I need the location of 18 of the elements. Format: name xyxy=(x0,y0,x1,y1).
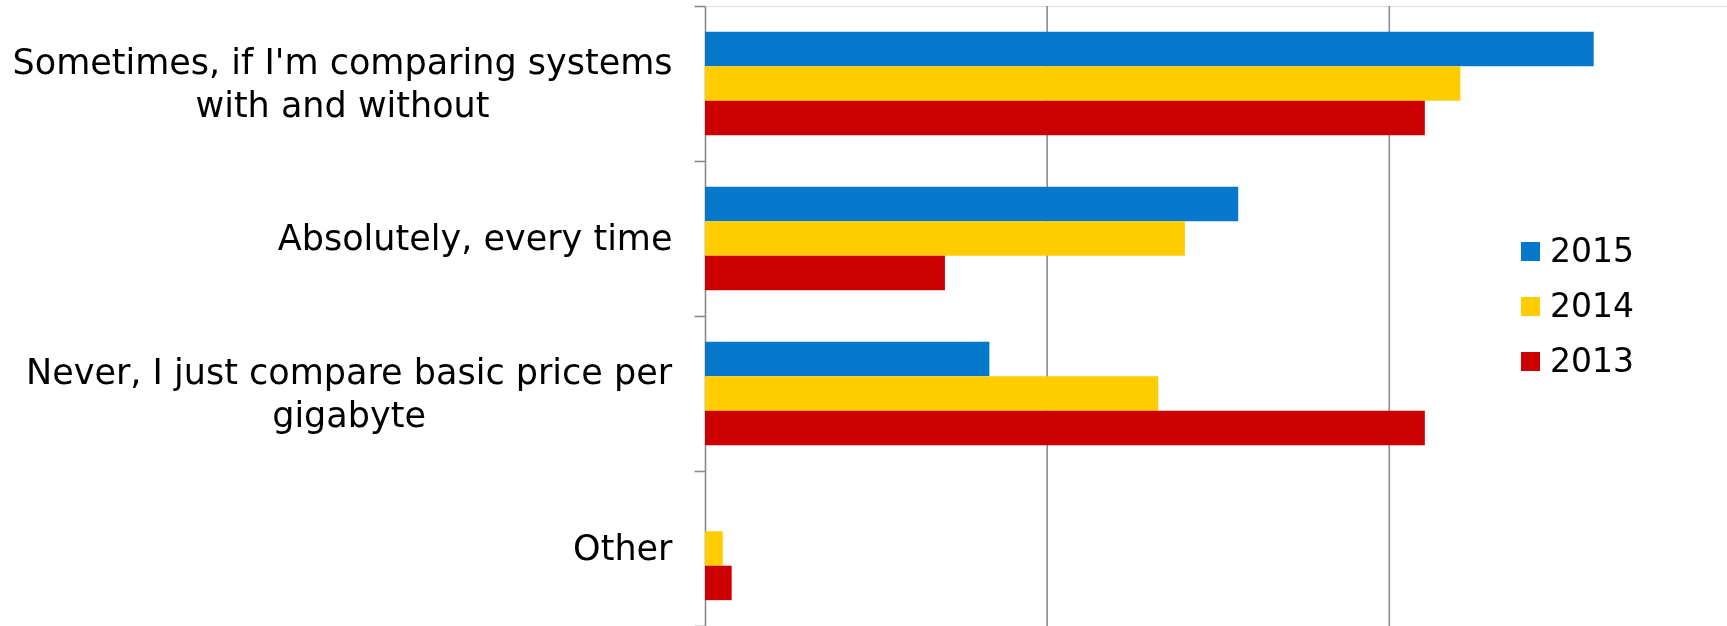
bar xyxy=(705,221,1185,256)
y-tick-label: Other xyxy=(573,528,674,568)
bar xyxy=(705,31,1594,67)
bar xyxy=(705,255,945,291)
legend-label: 2013 xyxy=(1550,340,1634,380)
y-tick-label: Absolutely, every time xyxy=(277,218,673,258)
y-tick-label: Never, I just compare basic price per gigabyte xyxy=(26,351,673,435)
legend-label: 2014 xyxy=(1550,285,1634,325)
bar xyxy=(705,531,723,566)
bar xyxy=(705,410,1425,446)
bar xyxy=(705,565,732,601)
y-tick-label: Sometimes, if I'm comparing systems with and without xyxy=(12,41,673,125)
bar xyxy=(705,66,1461,101)
bar xyxy=(705,341,990,377)
legend-label: 2015 xyxy=(1550,230,1634,270)
bar xyxy=(705,376,1159,411)
bar xyxy=(705,186,1239,222)
bar xyxy=(705,100,1425,136)
